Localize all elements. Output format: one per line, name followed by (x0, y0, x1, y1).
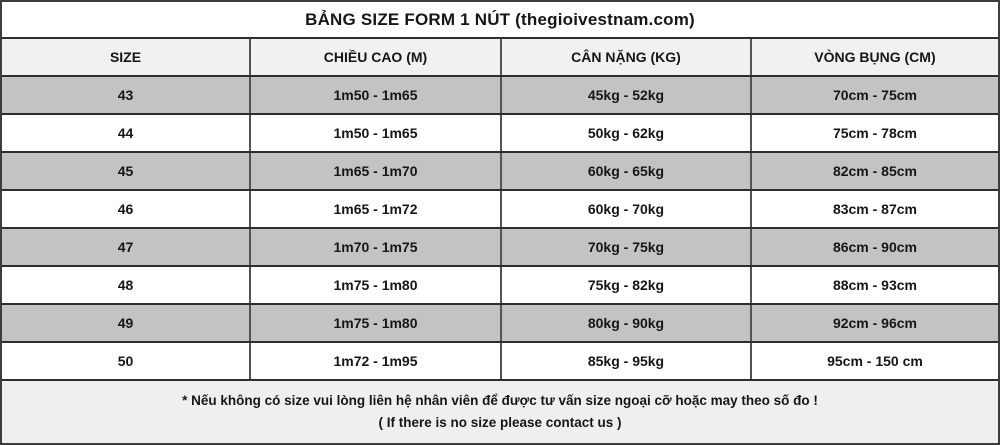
table-row: 47 1m70 - 1m75 70kg - 75kg 86cm - 90cm (2, 229, 998, 267)
weight-cell: 45kg - 52kg (499, 77, 750, 113)
size-cell: 50 (117, 353, 134, 369)
waist-cell: 88cm - 93cm (749, 267, 998, 303)
weight-cell: 60kg - 70kg (499, 191, 750, 227)
waist-cell: 75cm - 78cm (749, 115, 998, 151)
waist-cell: 86cm - 90cm (749, 229, 998, 265)
table-row: 46 1m65 - 1m72 60kg - 70kg 83cm - 87cm (2, 191, 998, 229)
size-cell: 47 (117, 239, 134, 255)
footer-note-english: ( If there is no size please contact us … (378, 414, 622, 430)
height-cell: 1m72 - 1m95 (249, 343, 500, 379)
height-cell: 1m70 - 1m75 (249, 229, 500, 265)
weight-cell: 75kg - 82kg (499, 267, 750, 303)
height-cell: 1m65 - 1m70 (249, 153, 500, 189)
column-header-size: SIZE (109, 49, 142, 65)
table-row: 50 1m72 - 1m95 85kg - 95kg 95cm - 150 cm (2, 343, 998, 381)
waist-cell: 92cm - 96cm (749, 305, 998, 341)
size-cell: 49 (117, 315, 134, 331)
height-cell: 1m50 - 1m65 (249, 77, 500, 113)
weight-cell: 80kg - 90kg (499, 305, 750, 341)
footer-note-vietnamese: * Nếu không có size vui lòng liên hệ nhâ… (182, 393, 818, 409)
column-header-waist: VÒNG BỤNG (CM) (749, 39, 998, 75)
column-header-height: CHIỀU CAO (M) (249, 39, 500, 75)
waist-cell: 70cm - 75cm (749, 77, 998, 113)
waist-cell: 82cm - 85cm (749, 153, 998, 189)
size-cell: 48 (117, 277, 134, 293)
height-cell: 1m75 - 1m80 (249, 305, 500, 341)
weight-cell: 85kg - 95kg (499, 343, 750, 379)
size-cell: 45 (117, 163, 134, 179)
waist-cell: 95cm - 150 cm (749, 343, 998, 379)
table-row: 43 1m50 - 1m65 45kg - 52kg 70cm - 75cm (2, 77, 998, 115)
weight-cell: 60kg - 65kg (499, 153, 750, 189)
table-header-row: SIZE CHIỀU CAO (M) CÂN NẶNG (KG) VÒNG BỤ… (2, 39, 998, 77)
height-cell: 1m50 - 1m65 (249, 115, 500, 151)
table-row: 48 1m75 - 1m80 75kg - 82kg 88cm - 93cm (2, 267, 998, 305)
table-row: 49 1m75 - 1m80 80kg - 90kg 92cm - 96cm (2, 305, 998, 343)
waist-cell: 83cm - 87cm (749, 191, 998, 227)
table-title: BẢNG SIZE FORM 1 NÚT (thegioivestnam.com… (2, 2, 998, 39)
size-cell: 46 (117, 201, 134, 217)
weight-cell: 70kg - 75kg (499, 229, 750, 265)
height-cell: 1m75 - 1m80 (249, 267, 500, 303)
height-cell: 1m65 - 1m72 (249, 191, 500, 227)
table-row: 44 1m50 - 1m65 50kg - 62kg 75cm - 78cm (2, 115, 998, 153)
size-cell: 43 (117, 87, 134, 103)
size-cell: 44 (117, 125, 134, 141)
table-row: 45 1m65 - 1m70 60kg - 65kg 82cm - 85cm (2, 153, 998, 191)
footer-note: * Nếu không có size vui lòng liên hệ nhâ… (2, 381, 998, 443)
column-header-weight: CÂN NẶNG (KG) (499, 39, 750, 75)
weight-cell: 50kg - 62kg (499, 115, 750, 151)
